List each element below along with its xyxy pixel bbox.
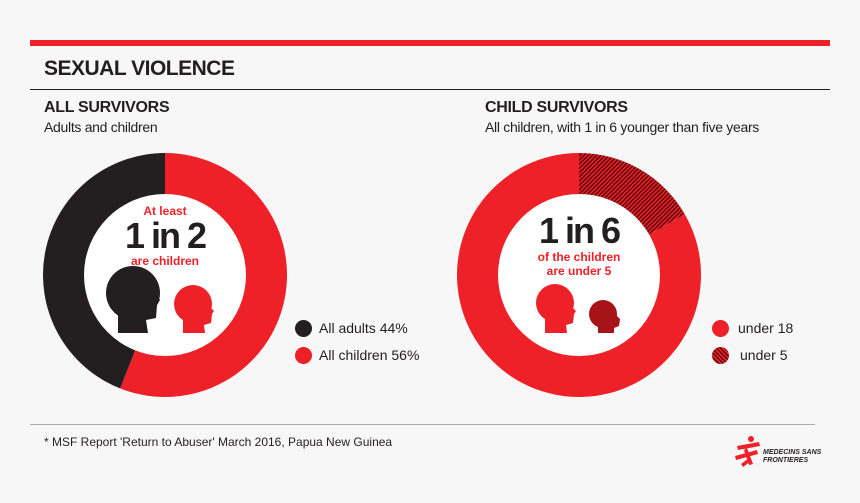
toddler-head-icon bbox=[589, 300, 620, 333]
title-divider bbox=[30, 89, 830, 90]
legend-swatch-under5 bbox=[712, 347, 729, 364]
left-center-bottom: are children bbox=[130, 254, 200, 268]
right-heading: CHILD SURVIVORS bbox=[485, 99, 628, 116]
child-head-icon bbox=[174, 285, 214, 333]
left-center-stat: 1 in 2 bbox=[124, 215, 207, 256]
page-title: SEXUAL VIOLENCE bbox=[44, 57, 235, 80]
legend-label-under18: under 18 bbox=[738, 320, 794, 336]
footer-divider bbox=[30, 424, 815, 425]
right-donut-hole bbox=[498, 194, 660, 356]
legend-label-adults: All adults 44% bbox=[319, 320, 408, 336]
top-accent-bar bbox=[30, 40, 830, 46]
legend-label-under5: under 5 bbox=[740, 347, 788, 363]
right-center-stat: 1 in 6 bbox=[538, 210, 621, 251]
left-subheading: Adults and children bbox=[44, 119, 158, 135]
child-head-icon bbox=[536, 284, 576, 333]
msf-logo-icon bbox=[733, 434, 763, 470]
source-note: * MSF Report 'Return to Abuser' March 20… bbox=[44, 435, 393, 449]
right-subheading: All children, with 1 in 6 younger than f… bbox=[485, 119, 760, 135]
legend-swatch-under18 bbox=[712, 320, 729, 337]
msf-logo-text: MEDECINS SANS FRONTIERES bbox=[763, 449, 822, 464]
left-center-top: At least bbox=[143, 204, 187, 218]
legend-label-children: All children 56% bbox=[319, 347, 420, 363]
legend-swatch-adults bbox=[295, 320, 312, 337]
legend-swatch-children bbox=[295, 347, 312, 364]
left-heading: ALL SURVIVORS bbox=[44, 99, 170, 116]
adult-head-icon bbox=[106, 266, 160, 333]
right-center-line1: of the children bbox=[537, 250, 621, 264]
right-center-line2: are under 5 bbox=[546, 264, 612, 278]
